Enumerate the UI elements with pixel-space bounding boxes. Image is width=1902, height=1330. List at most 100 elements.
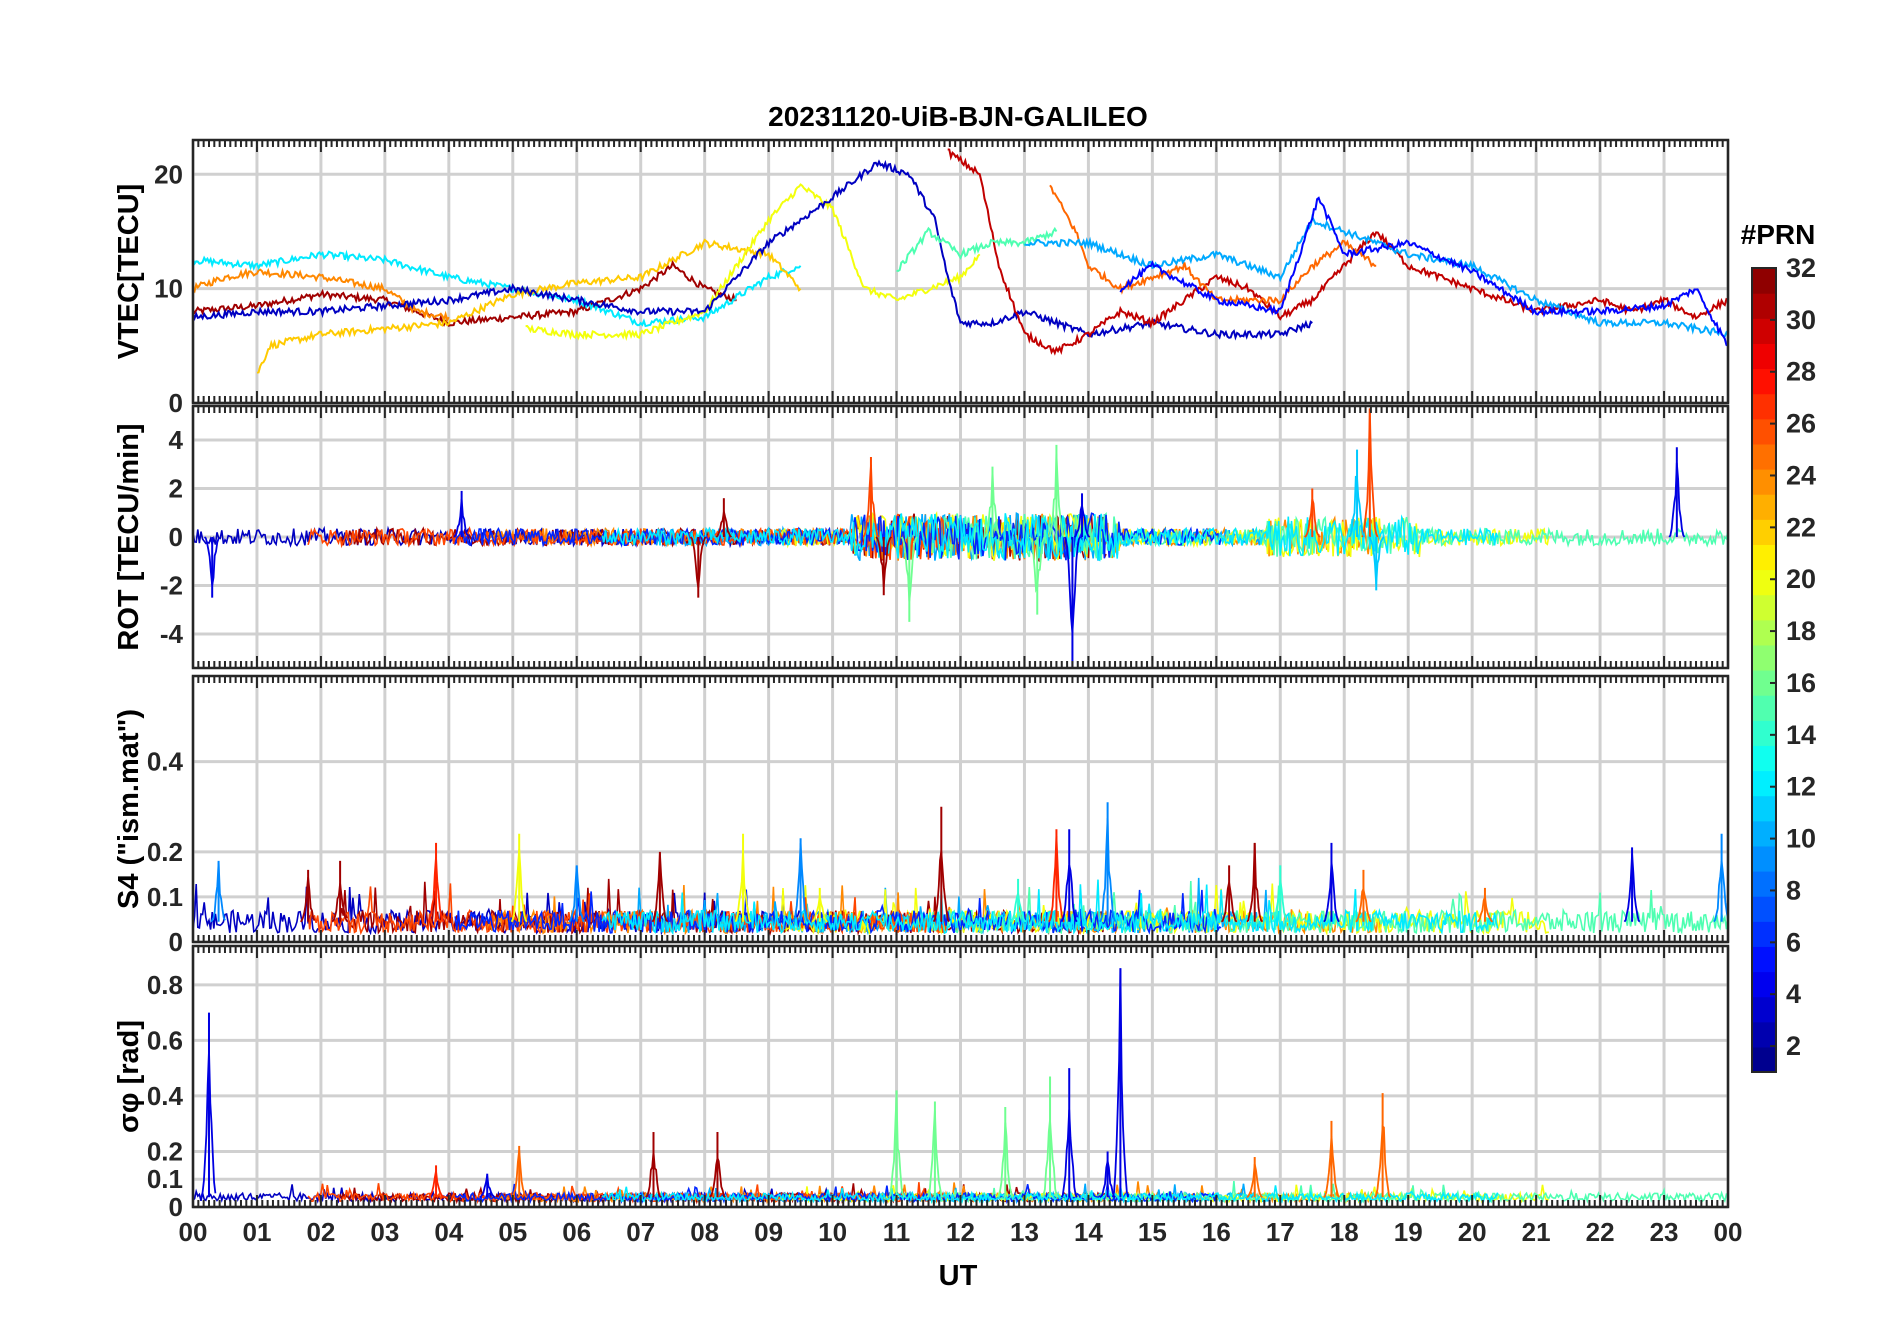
x-tick-label: 22 [1586, 1217, 1615, 1247]
colorbar-segment [1752, 469, 1776, 495]
y-tick-label: 0 [169, 522, 183, 552]
x-tick-label: 12 [946, 1217, 975, 1247]
colorbar-tick-label: 10 [1786, 824, 1816, 854]
y-tick-label: 0.1 [147, 1164, 183, 1194]
colorbar-segment [1752, 393, 1776, 420]
colorbar-tick-label: 18 [1786, 616, 1816, 646]
series-prn-4 [203, 536, 220, 586]
y-tick-label: 0.4 [147, 1081, 184, 1111]
series-prn-31 [331, 883, 349, 923]
series-prn-4 [1668, 462, 1686, 538]
x-tick-label: 09 [754, 1217, 783, 1247]
series-prn-11 [1368, 536, 1385, 585]
series-prn-9 [568, 866, 585, 923]
y-tick-label: 0.2 [147, 837, 183, 867]
series-prn-20 [811, 896, 828, 923]
colorbar-segment [1752, 544, 1776, 571]
x-tick-label: 20 [1458, 1217, 1487, 1247]
series-prn-4 [1073, 505, 1091, 538]
series-prn-25 [1323, 1136, 1340, 1198]
x-tick-label: 00 [1714, 1217, 1743, 1247]
colorbar-segment [1752, 594, 1776, 621]
x-tick-label: 17 [1266, 1217, 1295, 1247]
y-axis-label-sigma_phi: σφ [rad] [113, 1020, 145, 1133]
chart-title: 20231120-UiB-BJN-GALILEO [768, 101, 1148, 132]
series-prn-4 [453, 498, 470, 538]
colorbar-segment [1752, 845, 1776, 872]
x-tick-label: 06 [562, 1217, 591, 1247]
y-axis-label-s4: S4 ("ism.mat") [113, 709, 145, 909]
x-axis-label: UT [939, 1260, 978, 1292]
x-tick-label: 15 [1138, 1217, 1167, 1247]
series-prn-9 [1713, 860, 1728, 923]
series-prn-16 [996, 1122, 1014, 1198]
colorbar-segment [1752, 443, 1776, 470]
panel-sigma_phi: 00.10.2 0.4 0.6 0.8σφ [rad] [113, 944, 1730, 1222]
x-tick-label: 19 [1394, 1217, 1423, 1247]
colorbar-segment [1752, 268, 1776, 294]
series-prn-25 [1355, 886, 1372, 923]
panel-s4-series [193, 802, 1728, 937]
x-tick-label: 00 [179, 1217, 208, 1247]
series-prn-20 [510, 849, 528, 923]
x-tick-label: 21 [1522, 1217, 1551, 1247]
series-prn-16 [900, 536, 918, 602]
colorbar-segment [1752, 695, 1776, 721]
y-tick-label: 10 [154, 274, 183, 304]
colorbar-segment [1752, 1046, 1776, 1073]
series-prn-4 [1060, 1109, 1078, 1198]
colorbar-segment [1752, 318, 1776, 344]
colorbar-segment [1752, 619, 1776, 646]
series-prn-16 [1028, 536, 1046, 593]
series-prn-12 [601, 1185, 1499, 1205]
series-prn-26 [862, 464, 880, 538]
x-tick-label: 14 [1074, 1217, 1103, 1247]
x-tick-label: 03 [370, 1217, 399, 1247]
y-tick-label: 0 [169, 388, 183, 418]
colorbar-tick-label: 30 [1786, 305, 1816, 335]
series-prn-4 [1111, 968, 1129, 1198]
panel-rot: -4 -2 0 2 4 ROT [TECU/min] [113, 404, 1730, 670]
colorbar-tick-label: 12 [1786, 772, 1816, 802]
series-prn-31 [299, 877, 316, 923]
series-prn-20 [734, 850, 752, 923]
colorbar-tick-label: 4 [1786, 979, 1801, 1009]
x-tick-label: 10 [818, 1217, 847, 1247]
series-prn-25 [1476, 896, 1494, 923]
series-prn-15 [896, 226, 1058, 273]
series-prn-12 [193, 249, 802, 328]
series-prn-16 [888, 1094, 906, 1198]
y-tick-label: 0.4 [147, 747, 184, 777]
series-prn-16 [926, 1110, 944, 1198]
y-axis-label-rot: ROT [TECU/min] [113, 423, 145, 650]
x-tick-label: 18 [1330, 1217, 1359, 1247]
x-tick-label: 05 [498, 1217, 527, 1247]
series-prn-25 [1246, 1163, 1263, 1199]
colorbar-tick-label: 20 [1786, 564, 1816, 594]
series-prn-31 [1220, 882, 1238, 923]
colorbar-segment [1752, 871, 1776, 897]
colorbar-tick-label: 8 [1786, 875, 1801, 905]
x-tick-label: 01 [242, 1217, 271, 1247]
panel-s4: 0 0.1 0.2 0.4S4 ("ism.mat") [113, 674, 1730, 957]
series-prn-31 [689, 536, 707, 588]
series-prn-11 [1348, 475, 1366, 538]
y-tick-label: 0.2 [147, 1136, 183, 1166]
series-prn-31 [709, 1154, 726, 1198]
series-prn-12 [601, 879, 1499, 936]
x-tick-label: 04 [434, 1217, 463, 1247]
x-tick-label: 23 [1650, 1217, 1679, 1247]
colorbar-segment [1752, 1021, 1776, 1048]
series-prn-4 [200, 1050, 217, 1198]
colorbar-segment [1752, 896, 1776, 922]
y-axis-label-vtec: VTEC[TECU] [113, 184, 145, 360]
series-prn-25 [1049, 184, 1377, 306]
y-tick-label: 4 [169, 425, 184, 455]
colorbar-segment [1752, 971, 1776, 998]
series-prn-27 [1048, 836, 1065, 923]
series-prn-31 [932, 851, 950, 923]
colorbar-tick-label: 22 [1786, 512, 1816, 542]
colorbar-tick-label: 28 [1786, 357, 1816, 387]
series-prn-27 [427, 857, 445, 923]
